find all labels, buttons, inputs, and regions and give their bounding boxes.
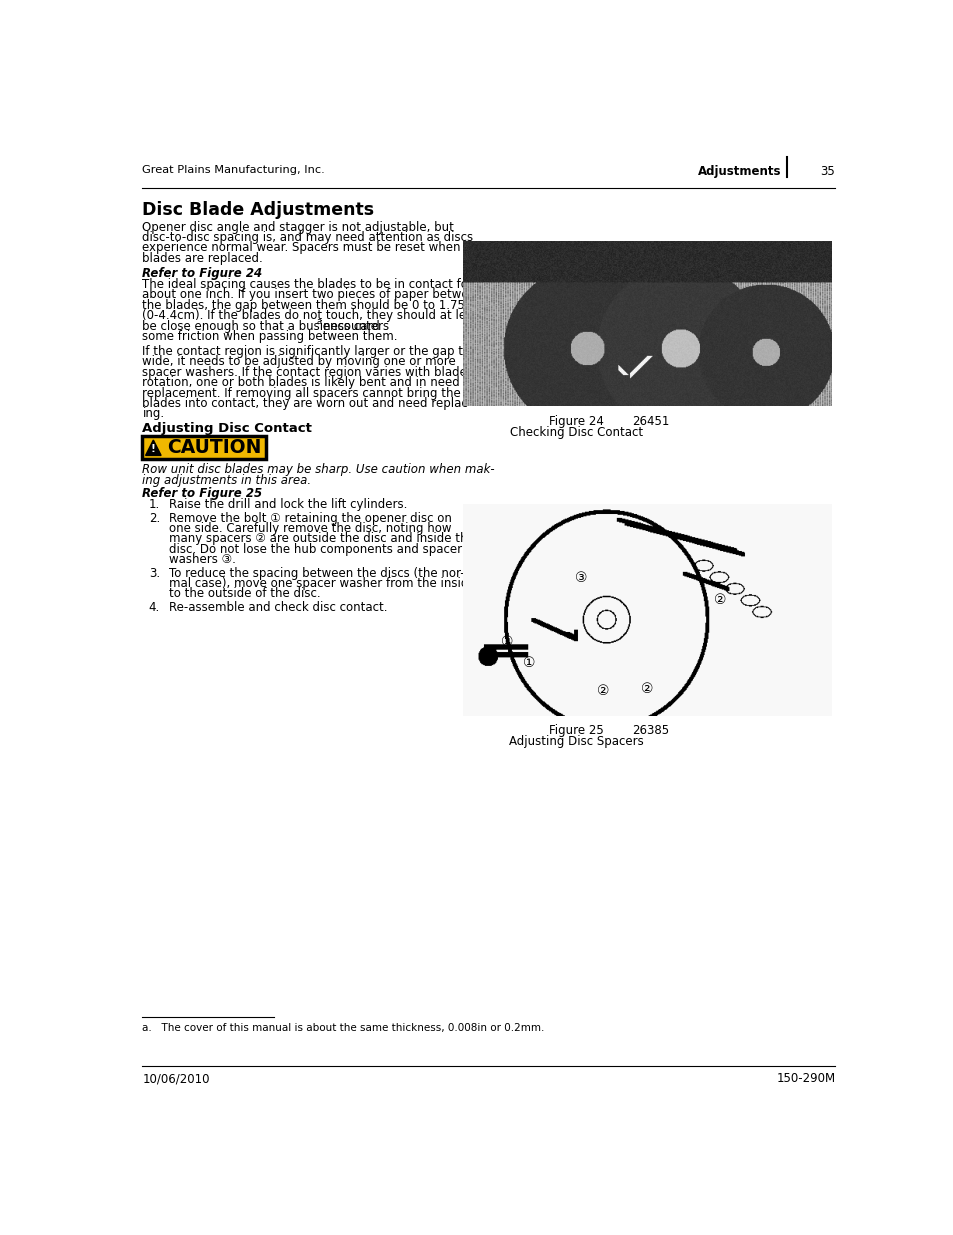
Text: Great Plains Manufacturing, Inc.: Great Plains Manufacturing, Inc. [142,165,325,175]
Text: Opener disc angle and stagger is not adjustable, but: Opener disc angle and stagger is not adj… [142,221,454,233]
Text: 26385: 26385 [632,724,669,737]
Text: Adjustments: Adjustments [698,165,781,178]
Text: a.   The cover of this manual is about the same thickness, 0.008in or 0.2mm.: a. The cover of this manual is about the… [142,1023,544,1032]
Text: wide, it needs to be adjusted by moving one or more: wide, it needs to be adjusted by moving … [142,356,456,368]
Text: disc. Do not lose the hub components and spacer: disc. Do not lose the hub components and… [169,543,461,556]
Text: mal case), move one spacer washer from the inside: mal case), move one spacer washer from t… [169,577,475,590]
Text: Refer to Figure 25: Refer to Figure 25 [142,487,262,500]
Text: CAUTION: CAUTION [167,438,261,457]
Text: experience normal wear. Spacers must be reset when: experience normal wear. Spacers must be … [142,241,460,254]
Polygon shape [146,440,161,456]
Text: !: ! [151,445,155,454]
Text: Checking Disc Contact: Checking Disc Contact [510,426,642,438]
Text: encounters: encounters [319,320,389,332]
Text: rotation, one or both blades is likely bent and in need of: rotation, one or both blades is likely b… [142,377,475,389]
Text: 10/06/2010: 10/06/2010 [142,1072,210,1086]
Text: The ideal spacing causes the blades to be in contact for: The ideal spacing causes the blades to b… [142,278,473,291]
Text: replacement. If removing all spacers cannot bring the: replacement. If removing all spacers can… [142,387,460,399]
Text: some friction when passing between them.: some friction when passing between them. [142,330,397,343]
Text: blades into contact, they are worn out and need replac-: blades into contact, they are worn out a… [142,396,472,410]
Text: about one inch. If you insert two pieces of paper between: about one inch. If you insert two pieces… [142,288,483,301]
Text: Figure 25: Figure 25 [549,724,603,737]
Text: Raise the drill and lock the lift cylinders.: Raise the drill and lock the lift cylind… [169,498,407,511]
Text: Adjusting Disc Contact: Adjusting Disc Contact [142,422,312,435]
Text: to the outside of the disc.: to the outside of the disc. [169,588,320,600]
Text: 2.: 2. [149,511,160,525]
Text: Figure 24: Figure 24 [549,415,603,429]
Text: 3.: 3. [149,567,160,579]
Text: one side. Carefully remove the disc, noting how: one side. Carefully remove the disc, not… [169,522,451,535]
Text: ing adjustments in this area.: ing adjustments in this area. [142,473,312,487]
Text: the blades, the gap between them should be 0 to 1.75in: the blades, the gap between them should … [142,299,476,311]
Text: ing.: ing. [142,408,165,420]
Text: Adjusting Disc Spacers: Adjusting Disc Spacers [509,735,643,747]
Text: Remove the bolt ① retaining the opener disc on: Remove the bolt ① retaining the opener d… [169,511,452,525]
Text: 35: 35 [820,165,835,178]
Text: 1.: 1. [149,498,160,511]
Text: washers ③.: washers ③. [169,553,235,566]
Text: 150-290M: 150-290M [776,1072,835,1086]
Text: 26451: 26451 [632,415,669,429]
Text: many spacers ② are outside the disc and inside the: many spacers ② are outside the disc and … [169,532,474,546]
Text: Row unit disc blades may be sharp. Use caution when mak-: Row unit disc blades may be sharp. Use c… [142,463,495,477]
Text: disc-to-disc spacing is, and may need attention as discs: disc-to-disc spacing is, and may need at… [142,231,473,245]
Text: spacer washers. If the contact region varies with blade: spacer washers. If the contact region va… [142,366,467,379]
Text: To reduce the spacing between the discs (the nor-: To reduce the spacing between the discs … [169,567,464,579]
Text: (0-4.4cm). If the blades do not touch, they should at least: (0-4.4cm). If the blades do not touch, t… [142,309,484,322]
FancyBboxPatch shape [142,436,266,459]
Text: blades are replaced.: blades are replaced. [142,252,263,264]
Text: If the contact region is significantly larger or the gap too: If the contact region is significantly l… [142,345,477,358]
Text: Re-assemble and check disc contact.: Re-assemble and check disc contact. [169,601,387,614]
Text: be close enough so that a business card: be close enough so that a business card [142,320,380,332]
Text: Refer to Figure 24: Refer to Figure 24 [142,267,262,280]
Text: Disc Blade Adjustments: Disc Blade Adjustments [142,200,375,219]
Text: 4.: 4. [149,601,160,614]
Text: a: a [316,317,322,326]
